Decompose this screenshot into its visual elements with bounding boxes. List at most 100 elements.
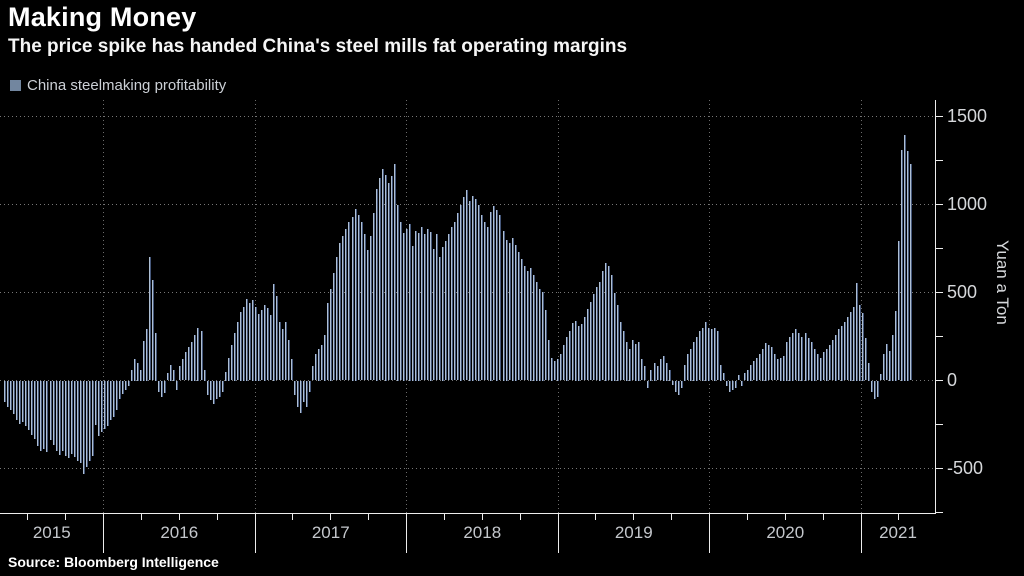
profitability-bar — [291, 359, 293, 380]
y-axis-tick — [936, 336, 943, 337]
profitability-bar — [545, 310, 547, 380]
y-axis-tick — [936, 248, 943, 249]
profitability-bar — [173, 370, 175, 381]
profitability-bar — [611, 275, 613, 381]
profitability-bar — [666, 363, 668, 381]
profitability-bar — [675, 381, 677, 392]
profitability-bar — [62, 381, 64, 451]
profitability-bar — [548, 340, 550, 380]
year-separator-tick — [861, 513, 862, 553]
profitability-bar — [167, 373, 169, 380]
profitability-bar — [741, 381, 743, 386]
profitability-bar — [472, 196, 474, 381]
profitability-bar — [355, 209, 357, 381]
profitability-bar — [756, 358, 758, 381]
profitability-bar — [786, 342, 788, 381]
y-axis-title: Yuan a Ton — [993, 240, 1012, 325]
profitability-bar — [4, 381, 6, 402]
profitability-bar — [315, 354, 317, 380]
profitability-bar — [445, 241, 447, 380]
profitability-bar — [143, 341, 145, 381]
profitability-bar — [176, 381, 178, 390]
profitability-bar — [771, 347, 773, 380]
profitability-bar — [542, 292, 544, 381]
profitability-bar — [865, 338, 867, 380]
profitability-bar — [853, 307, 855, 381]
profitability-bar — [805, 333, 807, 381]
profitability-bar — [880, 374, 882, 380]
year-gridline — [103, 100, 104, 513]
profitability-bar — [40, 381, 42, 451]
profitability-bar — [765, 343, 767, 381]
profitability-bar — [252, 300, 254, 381]
profitability-bar — [104, 381, 106, 429]
x-axis-minor-tick — [747, 514, 748, 520]
profitability-bar — [883, 354, 885, 380]
profitability-bar — [228, 358, 230, 381]
profitability-bar — [623, 331, 625, 380]
profitability-bar — [318, 349, 320, 381]
profitability-bar — [539, 289, 541, 381]
profitability-bar — [201, 331, 203, 380]
x-axis-year-label: 2021 — [879, 523, 917, 542]
profitability-bar — [493, 206, 495, 380]
profitability-bar — [358, 215, 360, 380]
profitability-bar — [841, 326, 843, 381]
profitability-bar — [285, 322, 287, 380]
profitability-bar — [481, 215, 483, 380]
profitability-bar — [204, 370, 206, 381]
profitability-bar — [110, 381, 112, 420]
x-axis-year-label: 2016 — [160, 523, 199, 542]
profitability-bar — [140, 370, 142, 381]
profitability-bar — [768, 345, 770, 380]
profitability-bar — [901, 150, 903, 381]
x-axis-minor-tick — [368, 514, 369, 520]
profitability-bar — [466, 190, 468, 380]
profitability-bar — [572, 323, 574, 380]
profitability-bar — [720, 365, 722, 381]
x-axis-year-label: 2020 — [766, 523, 805, 542]
profitability-bar — [795, 329, 797, 380]
profitability-bar — [817, 354, 819, 380]
profitability-bar — [342, 236, 344, 380]
x-axis-minor-tick — [898, 514, 899, 520]
profitability-bar — [234, 333, 236, 381]
profitability-bar — [672, 381, 674, 385]
profitability-bar — [267, 308, 269, 380]
x-axis-year-label: 2019 — [614, 523, 653, 542]
y-axis-tick — [936, 424, 943, 425]
profitability-bar — [844, 322, 846, 380]
profitability-bar — [34, 381, 36, 439]
profitability-bar — [569, 331, 571, 380]
x-axis-minor-tick — [823, 514, 824, 520]
profitability-bar — [753, 361, 755, 380]
h-gridline — [0, 116, 936, 117]
profitability-bar — [137, 363, 139, 381]
profitability-bar — [194, 335, 196, 381]
profitability-bar — [258, 314, 260, 381]
profitability-bar — [125, 381, 127, 390]
profitability-bar — [506, 240, 508, 381]
y-axis-tick-label: 0 — [947, 370, 958, 390]
profitability-bar — [152, 280, 154, 380]
profitability-bar — [418, 233, 420, 381]
h-gridline — [0, 380, 936, 381]
profitability-bar — [699, 331, 701, 380]
profitability-bar — [53, 381, 55, 445]
profitability-bar — [868, 363, 870, 381]
legend: China steelmaking profitability — [10, 77, 226, 94]
profitability-bar — [632, 340, 634, 380]
year-separator-tick — [103, 513, 104, 553]
profitability-bar — [521, 259, 523, 380]
profitability-bar — [575, 321, 577, 381]
profitability-bar — [898, 241, 900, 380]
profitability-bar — [717, 331, 719, 380]
profitability-bar — [379, 178, 381, 380]
profitability-bar — [557, 359, 559, 381]
profitability-bar — [255, 307, 257, 381]
page-title: Making Money — [8, 2, 197, 32]
chart-subtitle: The price spike has handed China's steel… — [8, 36, 628, 57]
profitability-bar — [243, 307, 245, 381]
profitability-bar — [454, 222, 456, 380]
